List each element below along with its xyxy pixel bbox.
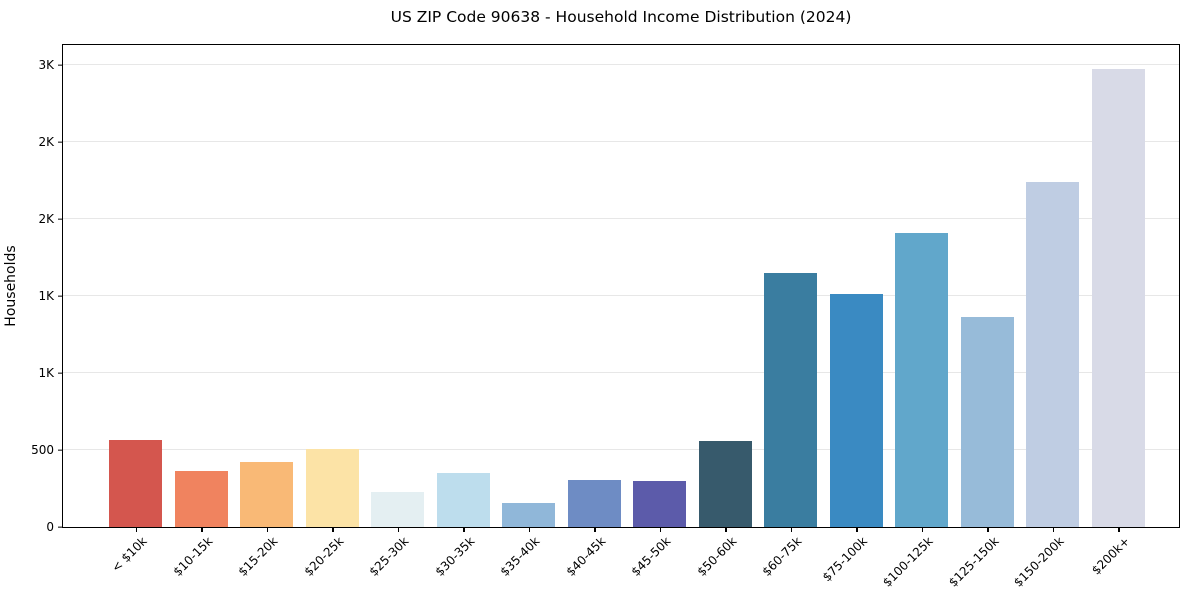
gridline [63,64,1179,66]
gridline [63,372,1179,374]
x-tick-label: $25-30k [366,534,412,579]
bar-slot [169,45,235,527]
y-tick-label: 3K [38,58,54,73]
bar-slot [1086,45,1152,527]
bar-slot [300,45,366,527]
bar-slot [103,45,169,527]
gridline [63,218,1179,220]
bar-slot [693,45,759,527]
bar [1026,182,1080,527]
y-tick-label: 2K [38,135,54,150]
gridline [63,449,1179,451]
bar-slot [365,45,431,527]
y-tick-mark [58,218,63,220]
x-tick-mark [659,527,662,532]
bar [1091,69,1145,527]
y-tick-mark [58,449,63,451]
x-tick-label: $35-40k [497,534,543,579]
x-tick-label: $100-125k [879,534,936,590]
bar-slot [627,45,693,527]
y-tick-mark [58,372,63,374]
bar [109,440,163,527]
y-axis-label: Households [3,245,19,327]
bar [240,462,294,527]
bar [698,440,752,527]
y-tick-label: 500 [31,443,54,458]
bar [371,491,425,527]
x-tick-mark [790,527,793,532]
bar-slot [562,45,628,527]
x-tick-label: $50-60k [694,534,740,579]
gridline [63,141,1179,143]
x-tick-mark [463,527,465,532]
x-tick-mark [135,527,138,532]
x-tick-mark [1052,527,1055,532]
x-tick-label: $200k+ [1088,534,1133,578]
plot-area: 0 500 1K 1K 2K 2K 3K < $10k $10-15k $15-20k $20-2… [31,44,1180,590]
x-tick-label: $30-35k [432,534,478,579]
bars-layer [103,45,1151,527]
bar-slot [955,45,1021,527]
x-tick-mark [332,527,334,532]
x-tick-label: $10-15k [170,534,216,579]
bar [829,293,883,527]
bar [567,480,621,527]
y-tick-mark [58,64,63,67]
x-tick-label: $125-150k [945,534,1002,590]
bar-slot [234,45,300,527]
x-tick-mark [725,527,727,532]
bar [960,317,1014,527]
bar-slot [431,45,497,527]
y-tick-label: 2K [38,212,54,227]
x-tick-mark [856,527,858,532]
x-tick-mark [987,527,989,532]
y-tick-label: 0 [46,520,54,534]
y-tick-mark [58,526,63,528]
bar [174,470,228,527]
y-tick-mark [58,295,63,297]
bar-slot [824,45,890,527]
x-tick-label: $60-75k [759,534,805,579]
gridline [63,295,1179,297]
x-tick-label: $150-200k [1010,534,1067,590]
x-tick-mark [921,527,924,532]
x-tick-label: $75-100k [819,534,871,585]
y-tick-label: 1K [38,289,54,304]
bar [895,233,949,527]
bar-slot [889,45,955,527]
bar [764,273,818,527]
x-tick-label: < $10k [108,534,150,575]
x-tick-label: $40-45k [563,534,609,579]
x-tick-mark [266,527,269,532]
bar-slot [496,45,562,527]
x-tick-label: $20-25k [301,534,347,579]
x-tick-mark [594,527,596,532]
x-tick-label: $15-20k [235,534,281,579]
bar-slot [758,45,824,527]
x-tick-mark [397,527,400,532]
bar [305,449,359,527]
x-tick-mark [1118,527,1120,532]
y-tick-label: 1K [38,366,54,381]
bar [502,503,556,527]
chart-title: US ZIP Code 90638 - Household Income Dis… [390,8,852,26]
y-tick-mark [58,141,63,144]
bar [436,473,490,527]
x-tick-label: $45-50k [628,534,674,579]
x-tick-mark [201,527,203,532]
bar-slot [1020,45,1086,527]
x-tick-mark [528,527,531,532]
bar [633,480,687,527]
